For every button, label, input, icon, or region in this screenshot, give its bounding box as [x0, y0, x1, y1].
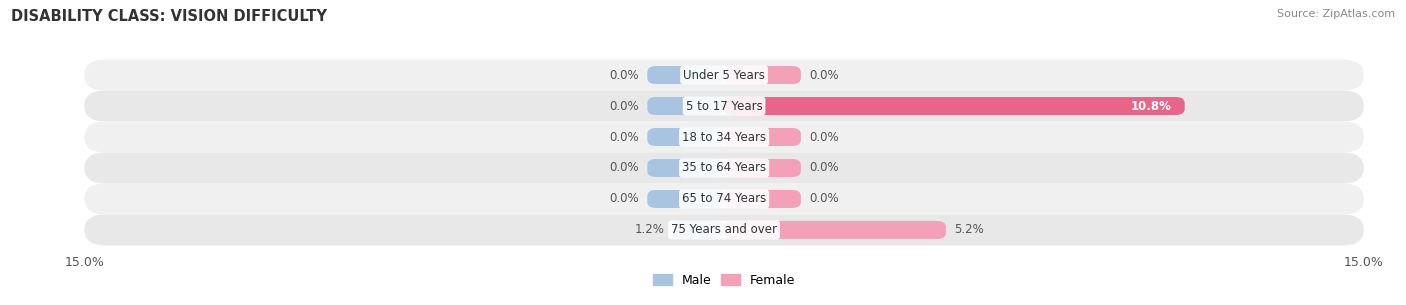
Text: 5 to 17 Years: 5 to 17 Years: [686, 99, 762, 113]
FancyBboxPatch shape: [724, 159, 801, 177]
Text: 18 to 34 Years: 18 to 34 Years: [682, 131, 766, 144]
Text: DISABILITY CLASS: VISION DIFFICULTY: DISABILITY CLASS: VISION DIFFICULTY: [11, 9, 328, 24]
Text: 35 to 64 Years: 35 to 64 Years: [682, 161, 766, 174]
FancyBboxPatch shape: [724, 66, 801, 84]
FancyBboxPatch shape: [647, 190, 724, 208]
FancyBboxPatch shape: [84, 91, 1364, 121]
Text: 0.0%: 0.0%: [609, 69, 638, 81]
Text: 5.2%: 5.2%: [955, 224, 984, 236]
Text: Under 5 Years: Under 5 Years: [683, 69, 765, 81]
Text: 75 Years and over: 75 Years and over: [671, 224, 778, 236]
Text: 1.2%: 1.2%: [634, 224, 665, 236]
FancyBboxPatch shape: [724, 97, 1185, 115]
FancyBboxPatch shape: [84, 59, 1364, 91]
Text: 65 to 74 Years: 65 to 74 Years: [682, 192, 766, 206]
FancyBboxPatch shape: [84, 214, 1364, 246]
FancyBboxPatch shape: [647, 159, 724, 177]
FancyBboxPatch shape: [647, 97, 724, 115]
Text: 0.0%: 0.0%: [609, 192, 638, 206]
FancyBboxPatch shape: [84, 152, 1364, 184]
FancyBboxPatch shape: [647, 128, 724, 146]
FancyBboxPatch shape: [724, 221, 946, 239]
Text: Source: ZipAtlas.com: Source: ZipAtlas.com: [1277, 9, 1395, 19]
Text: 0.0%: 0.0%: [810, 131, 839, 144]
Legend: Male, Female: Male, Female: [652, 274, 796, 287]
FancyBboxPatch shape: [647, 66, 724, 84]
Text: 10.8%: 10.8%: [1130, 99, 1173, 113]
Text: 0.0%: 0.0%: [810, 69, 839, 81]
Text: 0.0%: 0.0%: [810, 161, 839, 174]
Text: 0.0%: 0.0%: [609, 99, 638, 113]
FancyBboxPatch shape: [724, 190, 801, 208]
Text: 0.0%: 0.0%: [609, 161, 638, 174]
Text: 0.0%: 0.0%: [810, 192, 839, 206]
FancyBboxPatch shape: [673, 221, 724, 239]
FancyBboxPatch shape: [84, 121, 1364, 152]
FancyBboxPatch shape: [84, 184, 1364, 214]
FancyBboxPatch shape: [724, 128, 801, 146]
Text: 0.0%: 0.0%: [609, 131, 638, 144]
